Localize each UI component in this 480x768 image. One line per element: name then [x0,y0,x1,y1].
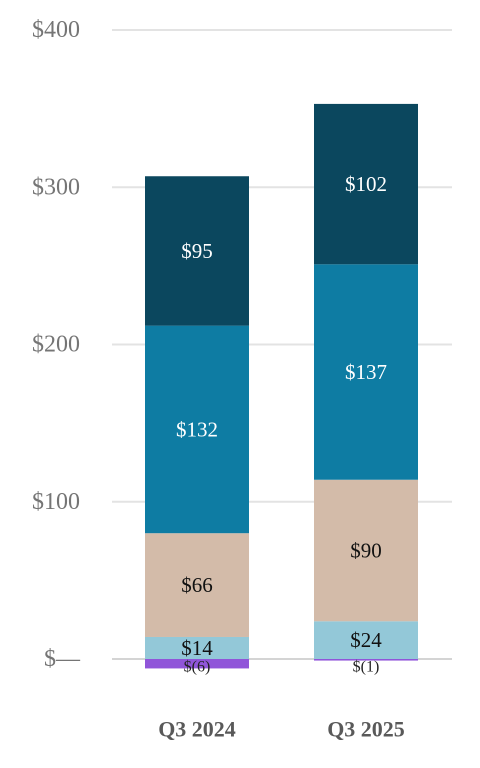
data-label: $(6) [184,659,211,676]
y-tick-label: $300 [32,174,80,200]
data-label: $66 [181,573,213,597]
y-tick-label: $100 [32,489,80,515]
bar-segment [314,479,418,622]
y-tick-label: $400 [32,17,80,43]
data-label: $102 [345,172,387,196]
bars [145,103,418,669]
x-category-label: Q3 2024 [158,717,236,742]
bar-segment [314,659,418,661]
x-axis-categories: Q3 2024 Q3 2025 [158,717,405,742]
data-label: $(1) [353,659,380,676]
data-label: $132 [176,417,218,441]
data-label: $90 [350,538,382,562]
bar-segment [145,533,249,637]
bar-segment [145,325,249,534]
data-label: $95 [181,239,213,263]
y-tick-label: $— [44,646,81,672]
y-tick-label: $200 [32,332,80,358]
bar-segment [314,264,418,480]
data-label: $137 [345,360,387,384]
y-axis-ticks: $— $100 $200 $300 $400 [32,17,81,672]
bar-segment [145,176,249,326]
bar-segment [314,621,418,659]
bar-segment [314,103,418,265]
bar-segment [145,659,249,669]
x-category-label: Q3 2025 [327,717,405,742]
data-label: $14 [181,636,213,660]
data-label: $24 [350,628,382,652]
bar-segment [145,636,249,659]
data-labels: $(6)$14 $66 $132 $95 $(1) $24 $90 $137 $102 [176,172,387,675]
